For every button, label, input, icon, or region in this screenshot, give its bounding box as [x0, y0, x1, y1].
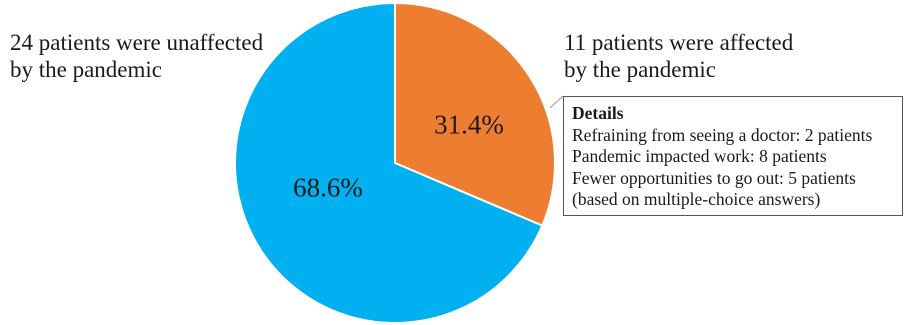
pie-slice-affected	[394, 1, 556, 227]
unaffected-label-line-2: by the pandemic	[10, 57, 163, 82]
pie-slice-unaffected	[234, 1, 544, 324]
affected-label-line-2: by the pandemic	[564, 57, 717, 82]
details-line-3: Fewer opportunities to go out: 5 patient…	[572, 167, 856, 188]
details-line-4: (based on multiple-choice answers)	[572, 189, 821, 209]
details-line-1: Refraining from seeing a doctor: 2 patie…	[572, 124, 873, 145]
unaffected-label: 24 patients were unaffected by the pande…	[10, 29, 263, 83]
unaffected-label-line-1: 24 patients were unaffected	[10, 30, 264, 55]
details-callout: Details Refraining from seeing a doctor:…	[563, 96, 903, 216]
details-line-2: Pandemic impacted work: 8 patients	[572, 146, 827, 166]
affected-label-line-1: 11 patients were affected	[564, 30, 794, 55]
data-label-affected: 31.4%	[434, 109, 504, 140]
details-leader-line	[549, 95, 564, 109]
affected-label: 11 patients were affected by the pandemi…	[564, 29, 793, 83]
details-title: Details	[572, 103, 624, 123]
data-label-unaffected: 68.6%	[293, 172, 363, 203]
